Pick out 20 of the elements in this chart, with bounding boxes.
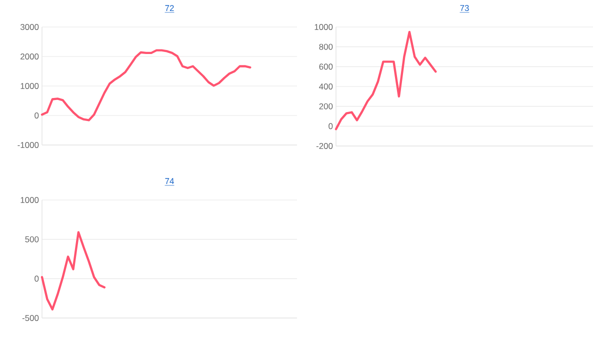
- y-tick-label: 800: [319, 44, 333, 50]
- y-tick-label: 200: [319, 103, 333, 110]
- y-tick-label: 400: [319, 84, 333, 90]
- y-tick-label: 3000: [20, 24, 39, 30]
- chart-title: 72: [165, 5, 174, 12]
- y-tick-label: 2000: [20, 54, 39, 60]
- y-tick-label: 600: [319, 64, 333, 70]
- chart-title: 73: [460, 5, 469, 11]
- chart-title: 74: [165, 178, 174, 184]
- y-tick-label: 0: [34, 276, 39, 282]
- y-tick-label: 0: [328, 123, 333, 130]
- y-tick-label: 1000: [20, 197, 39, 203]
- y-tick-label: -500: [22, 315, 39, 321]
- y-tick-label: 500: [25, 236, 39, 242]
- y-tick-label: 0: [34, 112, 39, 118]
- y-tick-label: -200: [316, 143, 333, 149]
- y-tick-label: 1000: [314, 24, 333, 30]
- line-series: [40, 231, 106, 310]
- y-tick-label: 1000: [20, 83, 39, 89]
- y-tick-label: -1000: [18, 142, 39, 148]
